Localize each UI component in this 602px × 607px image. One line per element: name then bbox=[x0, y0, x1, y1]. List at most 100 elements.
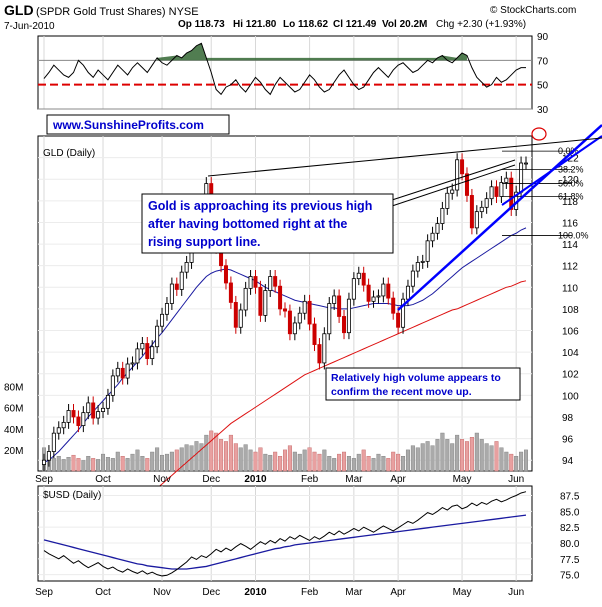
price-tick-1: 120 bbox=[562, 175, 579, 186]
volume-bar-39 bbox=[233, 443, 238, 472]
volume-bar-26 bbox=[169, 451, 174, 472]
volume-bar-76 bbox=[415, 447, 420, 472]
volume-label: Vol 20.2M bbox=[382, 19, 427, 30]
price-tick-8: 106 bbox=[562, 327, 579, 338]
volume-bar-65 bbox=[361, 449, 366, 472]
volume-bar-16 bbox=[120, 456, 125, 472]
candle-body-59 bbox=[332, 295, 337, 304]
candle-body-12 bbox=[101, 407, 106, 412]
usd-line bbox=[43, 491, 527, 577]
volume-bar-63 bbox=[351, 458, 356, 472]
volume-bar-56 bbox=[317, 453, 322, 472]
candle-body-90 bbox=[484, 198, 489, 208]
candle-body-54 bbox=[307, 300, 312, 325]
upper-channel-line bbox=[501, 135, 602, 206]
candle-body-52 bbox=[297, 312, 302, 324]
volume-bar-15 bbox=[115, 451, 120, 472]
rsi-tick-1: 70 bbox=[537, 56, 549, 67]
candle-body-9 bbox=[86, 402, 91, 414]
fib-label-3: 61.8% bbox=[558, 192, 584, 202]
pointer-line-upper bbox=[391, 159, 516, 201]
usd-tick-2: 82.5 bbox=[560, 523, 580, 534]
usd-tick-4: 77.5 bbox=[560, 555, 580, 566]
candle-body-84 bbox=[455, 159, 460, 191]
volume-bar-41 bbox=[243, 444, 248, 472]
volume-bar-82 bbox=[445, 439, 450, 472]
volume-tick-0: 80M bbox=[4, 383, 23, 394]
candle-body-95 bbox=[509, 177, 514, 210]
candle-body-53 bbox=[302, 300, 307, 314]
candle-body-0 bbox=[42, 459, 47, 465]
candle-body-76 bbox=[415, 262, 420, 272]
candle-body-78 bbox=[425, 240, 430, 262]
candle-body-26 bbox=[169, 283, 174, 304]
candle-body-48 bbox=[278, 285, 283, 310]
candle-body-80 bbox=[435, 223, 440, 234]
volume-bar-40 bbox=[238, 447, 243, 472]
candle-body-77 bbox=[420, 260, 425, 263]
candle-body-85 bbox=[460, 159, 465, 175]
volume-bar-29 bbox=[184, 444, 189, 472]
symbol-label: GLD bbox=[4, 2, 34, 18]
price-tick-2: 118 bbox=[562, 197, 578, 208]
volume-bar-78 bbox=[425, 441, 430, 472]
usd-x-label-6: Mar bbox=[345, 587, 363, 598]
price-x-label-4: 2010 bbox=[244, 474, 267, 485]
volume-bar-49 bbox=[283, 449, 288, 472]
candle-body-64 bbox=[356, 272, 361, 280]
volume-bar-48 bbox=[278, 456, 283, 472]
rsi-y-axis: 90 70 50 30 bbox=[537, 32, 549, 116]
volume-tick-1: 60M bbox=[4, 404, 23, 415]
candle-body-50 bbox=[287, 310, 292, 335]
candle-body-51 bbox=[292, 322, 297, 335]
volume-bar-9 bbox=[86, 456, 91, 472]
candle-body-82 bbox=[445, 192, 450, 209]
candle-body-75 bbox=[410, 270, 415, 287]
volume-bar-81 bbox=[440, 432, 445, 472]
volume-bar-73 bbox=[401, 456, 406, 472]
volume-bar-2 bbox=[51, 458, 56, 472]
usd-panel-title: $USD (Daily) bbox=[43, 490, 101, 501]
candle-body-74 bbox=[405, 285, 410, 300]
volume-bar-62 bbox=[346, 456, 351, 472]
candle-body-11 bbox=[96, 411, 101, 419]
close-label: Cl 121.49 bbox=[333, 19, 377, 30]
source-label: © StockCharts.com bbox=[490, 5, 576, 16]
volume-bar-22 bbox=[150, 451, 155, 472]
candle-body-5 bbox=[66, 410, 71, 423]
candle-body-3 bbox=[56, 427, 61, 434]
volume-bar-31 bbox=[194, 441, 199, 472]
candle-body-18 bbox=[130, 362, 135, 365]
volume-bar-8 bbox=[81, 460, 86, 472]
volume-bar-47 bbox=[273, 451, 278, 472]
volume-bar-25 bbox=[164, 453, 169, 472]
pointer-line-lower bbox=[391, 164, 516, 207]
candle-body-62 bbox=[346, 298, 351, 334]
volume-bar-60 bbox=[337, 453, 342, 472]
volume-bar-45 bbox=[263, 453, 268, 472]
volume-note-line-1: Relatively high volume appears to bbox=[331, 372, 501, 384]
volume-bar-46 bbox=[268, 454, 273, 472]
volume-bar-33 bbox=[204, 434, 209, 472]
resistance-line bbox=[207, 137, 602, 177]
volume-bar-92 bbox=[494, 441, 499, 472]
candle-body-66 bbox=[366, 284, 371, 302]
price-tick-9: 104 bbox=[562, 348, 579, 359]
fib-label-4: 100.0% bbox=[558, 230, 589, 240]
volume-bar-10 bbox=[91, 458, 96, 472]
watermark-text: www.SunshineProfits.com bbox=[52, 118, 204, 132]
usd-tick-0: 87.5 bbox=[560, 492, 580, 503]
rsi-overbought-fill bbox=[157, 43, 467, 61]
volume-bar-21 bbox=[145, 458, 150, 472]
volume-bar-75 bbox=[410, 445, 415, 472]
price-panel-title: GLD (Daily) bbox=[43, 148, 95, 159]
volume-bar-18 bbox=[130, 453, 135, 472]
low-label: Lo 118.62 bbox=[283, 19, 328, 30]
volume-bar-28 bbox=[179, 447, 184, 472]
volume-note-box bbox=[325, 367, 521, 401]
volume-bar-97 bbox=[519, 451, 524, 472]
volume-bars bbox=[42, 430, 529, 472]
price-x-label-7: Apr bbox=[390, 474, 406, 485]
volume-bar-64 bbox=[356, 453, 361, 472]
